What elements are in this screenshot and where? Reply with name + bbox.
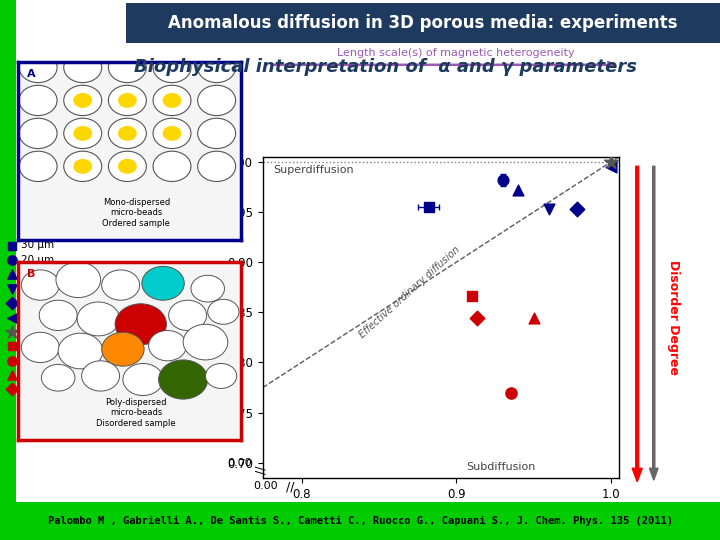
Circle shape xyxy=(109,151,146,181)
Circle shape xyxy=(198,118,235,149)
Point xyxy=(572,205,583,213)
Circle shape xyxy=(73,159,92,174)
Circle shape xyxy=(198,52,235,83)
Point xyxy=(423,202,434,211)
Circle shape xyxy=(102,332,144,366)
Circle shape xyxy=(19,118,57,149)
Circle shape xyxy=(109,52,146,83)
Text: Biophysical interpretation of  α and γ parameters: Biophysical interpretation of α and γ pa… xyxy=(134,58,636,77)
Circle shape xyxy=(183,324,228,360)
Circle shape xyxy=(19,151,57,181)
Text: Length scale(s) of magnetic heterogeneity: Length scale(s) of magnetic heterogeneit… xyxy=(336,49,575,58)
Circle shape xyxy=(153,85,191,116)
Text: 0.00: 0.00 xyxy=(228,458,252,468)
Point xyxy=(544,205,555,213)
Point xyxy=(505,388,516,397)
Point xyxy=(606,163,617,171)
Circle shape xyxy=(118,159,137,174)
Text: Disorder Degree: Disorder Degree xyxy=(667,260,680,375)
Circle shape xyxy=(118,93,137,108)
Text: Superdiffusion: Superdiffusion xyxy=(274,165,354,174)
Circle shape xyxy=(168,300,207,330)
Circle shape xyxy=(205,363,237,388)
Y-axis label: Mα: Mα xyxy=(207,305,222,330)
Point xyxy=(513,185,524,194)
Point xyxy=(498,176,509,184)
Circle shape xyxy=(153,118,191,149)
Circle shape xyxy=(115,304,166,345)
Point xyxy=(471,314,482,322)
Legend: 30 μm, 20 μm, 15 μm, 10 μm, 6 μm, 0.050 μm, free water, 140+80+40+10+6 μm, 140+4: 30 μm, 20 μm, 15 μm, 10 μm, 6 μm, 0.050 … xyxy=(8,240,142,394)
Circle shape xyxy=(208,299,239,324)
Text: 0.00: 0.00 xyxy=(253,481,278,491)
Circle shape xyxy=(22,332,59,362)
Circle shape xyxy=(163,93,181,108)
Text: A: A xyxy=(27,69,35,79)
Circle shape xyxy=(39,300,77,330)
Circle shape xyxy=(198,151,235,181)
Point xyxy=(467,292,478,300)
Circle shape xyxy=(142,266,184,300)
Circle shape xyxy=(109,118,146,149)
Circle shape xyxy=(73,126,92,141)
Circle shape xyxy=(64,85,102,116)
Circle shape xyxy=(56,262,101,298)
Text: Effective ordinary diffusion: Effective ordinary diffusion xyxy=(358,245,462,340)
Circle shape xyxy=(19,52,57,83)
Circle shape xyxy=(64,151,102,181)
Circle shape xyxy=(42,364,75,391)
Circle shape xyxy=(102,270,140,300)
Circle shape xyxy=(118,126,137,141)
Circle shape xyxy=(163,126,181,141)
Circle shape xyxy=(22,270,59,300)
Circle shape xyxy=(77,302,120,336)
Circle shape xyxy=(64,118,102,149)
X-axis label: Mγ: Mγ xyxy=(428,506,454,521)
Point xyxy=(528,314,540,322)
Circle shape xyxy=(153,151,191,181)
Circle shape xyxy=(19,85,57,116)
Text: //: // xyxy=(255,465,268,474)
Text: Mono-dispersed
micro-beads
Ordered sample: Mono-dispersed micro-beads Ordered sampl… xyxy=(102,198,170,228)
Text: Poly-dispersed
micro-beads
Disordered sample: Poly-dispersed micro-beads Disordered sa… xyxy=(96,398,176,428)
Circle shape xyxy=(191,275,225,302)
Circle shape xyxy=(73,93,92,108)
Circle shape xyxy=(109,85,146,116)
Text: //: // xyxy=(287,481,295,494)
Text: Palombo M , Gabrielli A., De Santis S., Cametti C., Ruocco G., Capuani S., J. Ch: Palombo M , Gabrielli A., De Santis S., … xyxy=(48,516,672,526)
Circle shape xyxy=(58,333,103,369)
Circle shape xyxy=(64,52,102,83)
Circle shape xyxy=(153,52,191,83)
Circle shape xyxy=(198,85,235,116)
Text: Subdiffusion: Subdiffusion xyxy=(466,462,535,472)
Point xyxy=(606,157,617,166)
Text: B: B xyxy=(27,269,35,279)
Circle shape xyxy=(158,360,208,399)
Circle shape xyxy=(148,330,186,361)
Text: Anomalous diffusion in 3D porous media: experiments: Anomalous diffusion in 3D porous media: … xyxy=(168,14,678,32)
Circle shape xyxy=(123,363,163,395)
Circle shape xyxy=(81,361,120,391)
